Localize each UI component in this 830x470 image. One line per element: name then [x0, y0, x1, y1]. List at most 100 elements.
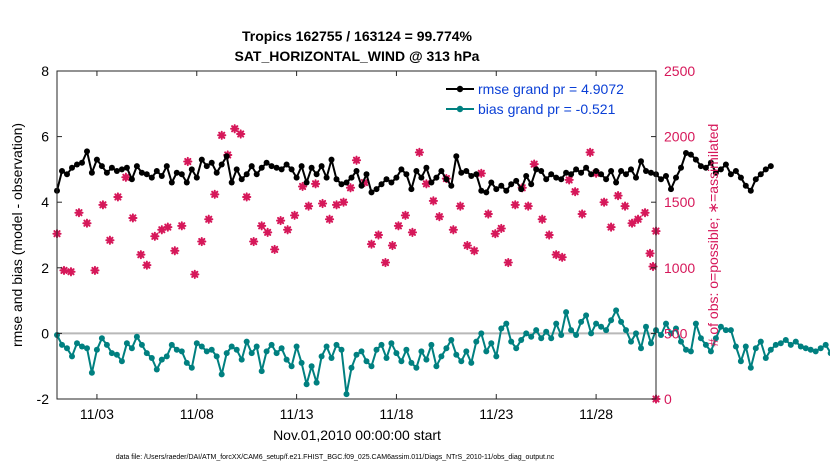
rmse-point — [453, 153, 460, 160]
rmse-point — [388, 179, 395, 186]
rmse-point — [358, 182, 365, 189]
obs-count-marker — [217, 130, 227, 140]
bias-point — [148, 355, 155, 361]
rmse-point — [273, 164, 280, 171]
bias-point — [433, 363, 440, 370]
x-tick-label: 11/08 — [180, 406, 214, 422]
bias-series — [54, 307, 830, 398]
obs-count-marker — [105, 235, 115, 245]
legend-bias-marker — [456, 105, 464, 113]
bias-point — [603, 327, 610, 334]
right-y-tick-label: 1500 — [664, 194, 695, 210]
bias-point — [678, 338, 684, 345]
rmse-point — [737, 174, 744, 181]
rmse-point — [248, 163, 255, 170]
obs-count-marker — [448, 225, 458, 235]
bias-point — [463, 348, 470, 355]
bias-point — [683, 346, 689, 353]
obs-count-marker — [503, 257, 513, 268]
rmse-point — [298, 163, 305, 170]
bias-point — [797, 343, 804, 350]
rmse-point — [233, 166, 240, 173]
bias-point — [413, 364, 420, 371]
x-tick-label: 11/23 — [479, 406, 513, 422]
obs-count-marker — [627, 218, 637, 228]
rmse-series — [54, 148, 774, 196]
bias-point — [103, 341, 110, 348]
bias-point — [443, 345, 450, 352]
obs-count-marker — [276, 215, 286, 226]
bias-point — [158, 356, 165, 363]
rmse-point — [428, 179, 435, 186]
rmse-point — [69, 164, 75, 171]
bias-point — [817, 345, 824, 352]
bias-point — [173, 346, 180, 353]
obs-count-marker — [257, 221, 267, 231]
rmse-point — [702, 164, 709, 171]
bias-point — [84, 345, 90, 352]
bias-point — [513, 345, 520, 352]
obs-count-marker — [380, 257, 391, 268]
bias-point — [74, 340, 80, 347]
bias-point — [303, 381, 310, 388]
bias-point — [423, 356, 430, 363]
x-tick-label: 11/13 — [280, 406, 314, 422]
obs-count-marker — [633, 214, 643, 224]
obs-count-marker — [428, 196, 438, 206]
bias-point — [478, 330, 485, 337]
rmse-point — [473, 171, 480, 178]
bias-point — [388, 340, 395, 347]
obs-count-marker — [270, 244, 280, 255]
bias-point — [493, 353, 500, 360]
rmse-point — [318, 163, 325, 170]
obs-count-marker — [599, 197, 609, 207]
bias-point — [398, 358, 405, 365]
bias-point — [133, 333, 140, 340]
bias-point — [213, 353, 220, 360]
rmse-point — [253, 171, 260, 178]
rmse-point — [752, 176, 759, 183]
left-y-tick-label: 0 — [41, 325, 49, 341]
right-y-axis: 2500 2000 1500 1000 500 0 — [651, 63, 695, 407]
rmse-point — [293, 174, 300, 181]
bias-point — [648, 340, 654, 347]
left-y-tick-label: 8 — [41, 63, 49, 79]
bias-point — [643, 323, 649, 330]
rmse-point — [183, 179, 190, 186]
bias-point — [673, 325, 679, 332]
rmse-point — [548, 171, 555, 178]
rmse-point — [707, 159, 714, 166]
rmse-point — [573, 166, 580, 173]
bias-point — [118, 358, 125, 365]
bias-point — [79, 343, 85, 350]
rmse-point — [158, 173, 165, 179]
rmse-point — [762, 166, 769, 173]
plot-background — [57, 71, 656, 399]
rmse-point — [343, 179, 350, 186]
right-y-tick-label: 500 — [664, 325, 688, 341]
bias-point — [812, 348, 819, 355]
bias-point — [548, 335, 555, 342]
bias-point — [593, 320, 600, 327]
bias-point — [598, 323, 605, 330]
bias-point — [178, 348, 185, 355]
bias-point — [188, 364, 195, 371]
obs-count-series — [52, 124, 661, 404]
rmse-point — [722, 161, 729, 168]
obs-count-marker — [476, 168, 486, 178]
bias-point — [827, 350, 830, 357]
bias-point — [278, 345, 285, 352]
rmse-point — [747, 187, 754, 194]
bias-point — [168, 341, 175, 348]
rmse-point — [628, 166, 634, 173]
rmse-point — [712, 169, 719, 176]
bias-point — [717, 323, 724, 330]
rmse-point — [378, 181, 385, 188]
rmse-point — [687, 151, 694, 158]
obs-count-marker — [303, 201, 314, 211]
obs-count-marker — [577, 209, 587, 219]
rmse-point — [433, 174, 440, 181]
obs-count-marker — [414, 147, 424, 157]
obs-count-marker — [190, 269, 200, 279]
bias-point — [338, 346, 345, 353]
